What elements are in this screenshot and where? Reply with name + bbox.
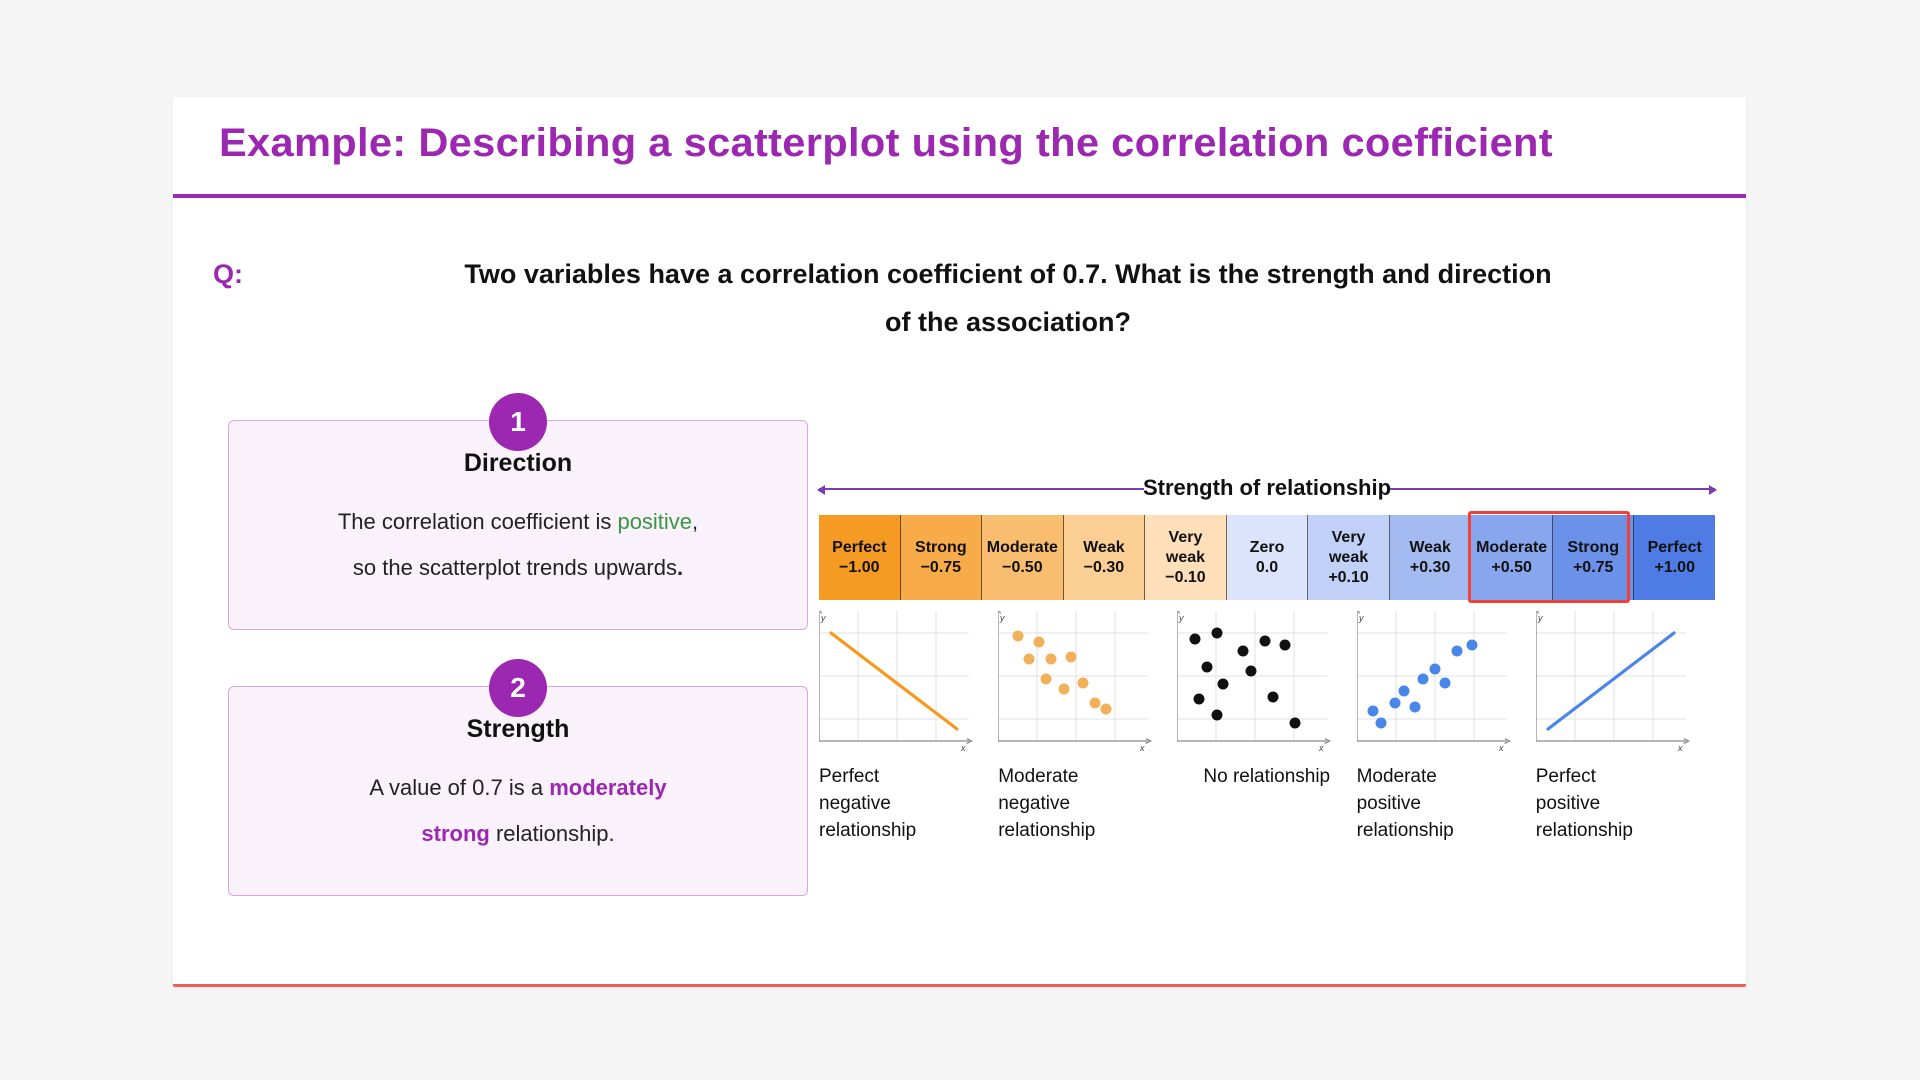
svg-text:x: x (1318, 743, 1324, 753)
svg-text:x: x (1677, 743, 1683, 753)
svg-text:y: y (820, 613, 826, 623)
svg-text:x: x (960, 743, 966, 753)
svg-text:y: y (999, 613, 1005, 623)
svg-text:x: x (1139, 743, 1145, 753)
svg-text:x: x (1498, 743, 1504, 753)
svg-text:y: y (1358, 613, 1364, 623)
svg-text:y: y (1178, 613, 1184, 623)
svg-text:y: y (1537, 613, 1543, 623)
